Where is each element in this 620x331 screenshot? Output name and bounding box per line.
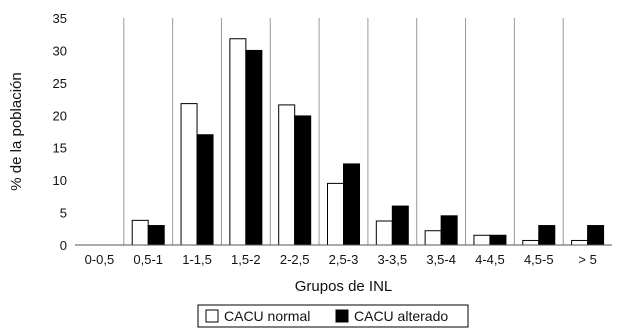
- bar-cacu-alterado: [196, 134, 214, 246]
- x-tick-label: 1,5-2: [231, 252, 261, 267]
- bar-cacu-normal: [327, 182, 344, 246]
- bar-cacu-normal: [375, 220, 393, 246]
- x-tick-label: > 5: [578, 252, 596, 267]
- bar-cacu-normal: [424, 230, 442, 246]
- y-tick-label: 5: [60, 206, 67, 221]
- y-tick-label: 10: [53, 173, 67, 188]
- x-tick-label: 3-3,5: [377, 252, 407, 267]
- y-tick-label: 0: [60, 238, 67, 253]
- x-tick-label: 1-1,5: [182, 252, 212, 267]
- bar-cacu-normal: [180, 103, 198, 246]
- x-tick-label: 3,5-4: [426, 252, 456, 267]
- y-tick-label: 20: [53, 108, 67, 123]
- y-axis-label: % de la población: [8, 72, 25, 190]
- bar-cacu-alterado: [245, 49, 263, 246]
- bar-cacu-alterado: [538, 225, 556, 246]
- bar-cacu-alterado: [587, 225, 605, 246]
- x-tick-label: 4-4,5: [475, 252, 505, 267]
- bar-cacu-normal: [229, 38, 247, 246]
- y-tick-label: 15: [53, 141, 67, 156]
- legend-box: [197, 304, 469, 328]
- legend: CACU normal CACU alterado: [197, 304, 469, 328]
- bar-cacu-alterado: [489, 234, 507, 246]
- y-tick-label: 35: [53, 11, 67, 26]
- x-axis-label: Grupos de INL: [295, 278, 393, 295]
- bar-cacu-normal: [131, 219, 149, 246]
- legend-swatch-cacu-normal: [205, 309, 219, 323]
- bar-cacu-alterado: [343, 163, 360, 246]
- x-tick-label: 2-2,5: [280, 252, 310, 267]
- bar-cacu-normal: [473, 234, 491, 246]
- x-tick-label: 2,5-3: [329, 252, 359, 267]
- bar-cacu-normal: [522, 239, 540, 246]
- x-tick-label: 0,5-1: [133, 252, 163, 267]
- legend-label-cacu-alterado: CACU alterado: [354, 308, 448, 324]
- bar-cacu-alterado: [294, 115, 312, 246]
- bar-cacu-alterado: [440, 215, 458, 246]
- y-tick-label: 25: [53, 76, 67, 91]
- bar-cacu-alterado: [391, 205, 409, 246]
- legend-swatch-cacu-alterado: [335, 309, 349, 323]
- y-tick-labels: 0 5 10 15 20 25 30 35: [53, 11, 67, 253]
- x-tick-label: 0-0,5: [85, 252, 115, 267]
- y-tick-label: 30: [53, 43, 67, 58]
- x-tick-labels: 0-0,5 0,5-1 1-1,5 1,5-2 2-2,5 2,5-3 3-3,5 3,5-4…: [85, 252, 597, 267]
- bar-cacu-normal: [278, 104, 296, 246]
- bars: [131, 38, 605, 246]
- bar-cacu-normal: [571, 239, 589, 246]
- bar-cacu-alterado: [147, 225, 165, 246]
- x-tick-label: 4,5-5: [524, 252, 554, 267]
- category-separators: [123, 18, 564, 245]
- legend-label-cacu-normal: CACU normal: [224, 308, 310, 324]
